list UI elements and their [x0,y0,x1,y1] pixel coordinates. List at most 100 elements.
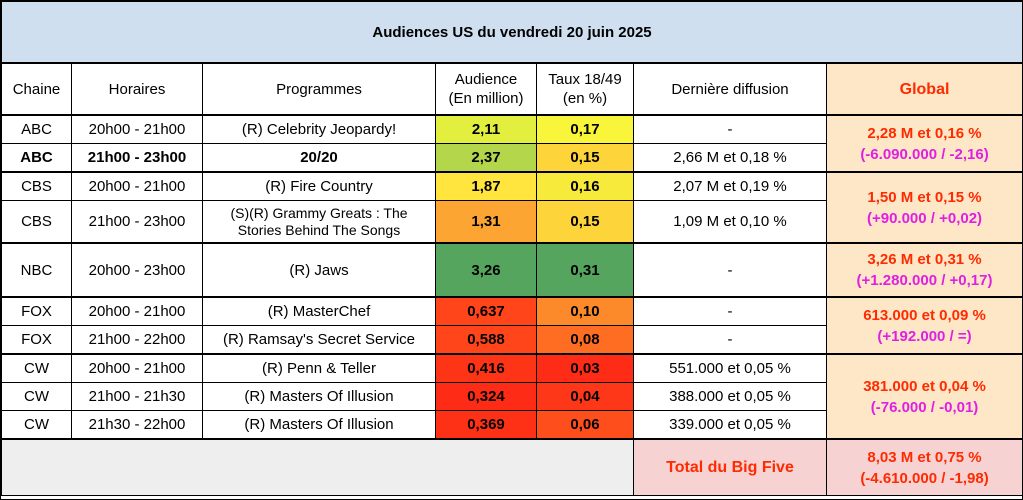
global-abc: 2,28 M et 0,16 % (-6.090.000 / -2,16) [825,114,1023,173]
global-nbc: 3,26 M et 0,31 % (+1.280.000 / +0,17) [825,242,1023,298]
cell-derniere: 1,09 M et 0,10 % [633,200,827,244]
cell-chaine: ABC [1,143,72,173]
table-row: NBC 20h00 - 23h00 (R) Jaws 3,26 0,31 - 3… [1,242,1023,298]
cell-programme: (R) Fire Country [202,171,436,201]
header-horaires: Horaires [71,62,203,116]
cell-chaine: NBC [1,242,72,298]
table-row: ABC 21h00 - 23h00 20/20 2,37 0,15 2,66 M… [1,143,1023,173]
cell-audience: 0,369 [435,410,537,440]
cell-taux: 0,06 [536,410,634,440]
cell-horaires: 20h00 - 21h00 [71,171,203,201]
table-row: ABC 20h00 - 21h00 (R) Celebrity Jeopardy… [1,114,1023,173]
cell-derniere: - [633,114,827,144]
total-line1: 8,03 M et 0,75 % [867,448,982,466]
cell-derniere: - [633,325,827,355]
cell-programme: (R) Penn & Teller [202,353,436,383]
header-taux-line1: Taux 18/49 [548,71,622,88]
cell-audience: 0,637 [435,296,537,326]
cell-programme: (R) Ramsay's Secret Service [202,325,436,355]
cell-programme: (R) Masters Of Illusion [202,410,436,440]
cell-taux: 0,10 [536,296,634,326]
header-row: Chaine Horaires Programmes Audience (En m… [1,62,1023,116]
cell-taux: 0,08 [536,325,634,355]
cell-taux: 0,31 [536,242,634,298]
table-row: FOX 21h00 - 22h00 (R) Ramsay's Secret Se… [1,325,1023,355]
cell-horaires: 20h00 - 21h00 [71,114,203,144]
cell-taux: 0,16 [536,171,634,201]
global-cw-line2: (-76.000 / -0,01) [870,398,979,416]
cell-programme: (R) Jaws [202,242,436,298]
header-taux-line2: (en %) [562,90,608,107]
global-nbc-line2: (+1.280.000 / +0,17) [856,272,993,289]
cell-horaires: 21h00 - 22h00 [71,325,203,355]
global-cw-line1: 381.000 et 0,04 % [863,377,986,395]
cell-audience: 2,11 [435,114,537,144]
table-row: CW 20h00 - 21h00 (R) Penn & Teller 0,416… [1,353,1023,440]
table-row: CW 21h00 - 21h30 (R) Masters Of Illusion… [1,382,1023,411]
global-cbs: 1,50 M et 0,15 % (+90.000 / +0,02) [825,171,1023,244]
global-abc-line2: (-6.090.000 / -2,16) [860,145,989,163]
global-fox-line1: 613.000 et 0,09 % [863,306,986,324]
table-row: CW 21h30 - 22h00 (R) Masters Of Illusion… [1,410,1023,440]
cell-audience: 3,26 [435,242,537,298]
cell-programme-line1: (S)(R) Grammy Greats : The [230,204,408,221]
cell-taux: 0,15 [536,143,634,173]
header-global: Global [825,62,1023,116]
global-abc-line1: 2,28 M et 0,16 % [867,124,982,142]
cell-derniere: 388.000 et 0,05 % [633,382,827,411]
global-cw: 381.000 et 0,04 % (-76.000 / -0,01) [825,353,1023,440]
total-label: Total du Big Five [633,438,827,496]
header-programmes: Programmes [202,62,436,116]
table-title: Audiences US du vendredi 20 juin 2025 [0,1,1023,64]
cell-taux: 0,04 [536,382,634,411]
cell-horaires: 20h00 - 21h00 [71,296,203,326]
total-value: 8,03 M et 0,75 % (-4.610.000 / -1,98) [825,438,1023,496]
cell-audience: 0,324 [435,382,537,411]
cell-derniere: 2,07 M et 0,19 % [633,171,827,201]
cell-taux: 0,03 [536,353,634,383]
cell-chaine: CBS [1,171,72,201]
table-row: FOX 20h00 - 21h00 (R) MasterChef 0,637 0… [1,296,1023,355]
cell-derniere: 339.000 et 0,05 % [633,410,827,440]
cell-horaires: 21h00 - 23h00 [71,200,203,244]
cell-taux: 0,17 [536,114,634,144]
global-cbs-line1: 1,50 M et 0,15 % [867,188,982,206]
cell-horaires: 20h00 - 21h00 [71,353,203,383]
cell-taux: 0,15 [536,200,634,244]
cell-audience: 0,416 [435,353,537,383]
cell-chaine: ABC [1,114,72,144]
cell-horaires: 21h30 - 22h00 [71,410,203,440]
cell-derniere: 551.000 et 0,05 % [633,353,827,383]
cell-chaine: FOX [1,325,72,355]
cell-programme-line2: Stories Behind The Songs [237,221,401,238]
cell-horaires: 20h00 - 23h00 [71,242,203,298]
cell-audience: 2,37 [435,143,537,173]
cell-chaine: CBS [1,200,72,244]
header-audience-line1: Audience [454,71,518,88]
global-fox: 613.000 et 0,09 % (+192.000 / =) [825,296,1023,355]
cell-chaine: FOX [1,296,72,326]
cell-programme: (R) Masters Of Illusion [202,382,436,411]
cell-derniere: - [633,296,827,326]
cell-chaine: CW [1,410,72,440]
cell-derniere: - [633,242,827,298]
header-chaine: Chaine [1,62,72,116]
cell-chaine: CW [1,382,72,411]
cell-programme: (S)(R) Grammy Greats : The Stories Behind… [202,200,436,244]
cell-programme: (R) Celebrity Jeopardy! [202,114,436,144]
cell-chaine: CW [1,353,72,383]
cell-audience: 1,31 [435,200,537,244]
global-cbs-line2: (+90.000 / +0,02) [866,209,983,227]
footer-row: Total du Big Five 8,03 M et 0,75 % (-4.61… [1,438,1023,496]
global-fox-line2: (+192.000 / =) [877,327,972,345]
cell-programme: 20/20 [202,143,436,173]
total-line2: (-4.610.000 / -1,98) [860,469,989,487]
table-row: CBS 20h00 - 21h00 (R) Fire Country 1,87 … [1,171,1023,244]
header-taux: Taux 18/49 (en %) [536,62,634,116]
cell-derniere: 2,66 M et 0,18 % [633,143,827,173]
cell-audience: 0,588 [435,325,537,355]
cell-programme: (R) MasterChef [202,296,436,326]
footer-blank [1,438,634,496]
